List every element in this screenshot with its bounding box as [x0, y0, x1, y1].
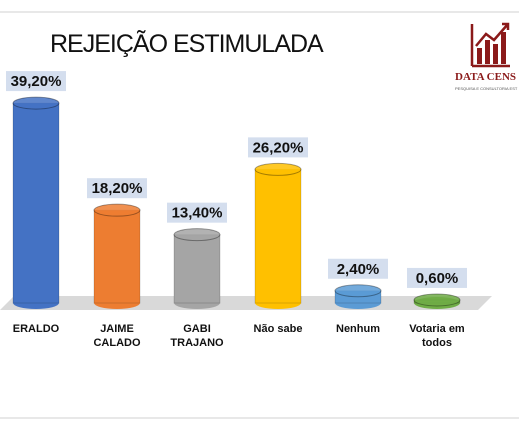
- value-label-box: [407, 267, 467, 288]
- x-tick-label: Não sabe: [253, 323, 303, 335]
- x-tick-label: Nenhum: [336, 323, 380, 335]
- logo-name: DATA CENS: [455, 71, 516, 83]
- value-label: 26,20%: [253, 139, 304, 156]
- bar: [93, 209, 141, 304]
- logo-tagline: PESQUISA E CONSULTORIA EST: [455, 86, 518, 91]
- chart-title: REJEIÇÃO ESTIMULADA: [50, 29, 324, 58]
- bar: [254, 168, 302, 304]
- value-label-box: [248, 137, 308, 158]
- bar-top: [12, 96, 60, 110]
- bar: [173, 234, 221, 304]
- bar-top: [254, 162, 302, 176]
- bar-top: [413, 293, 461, 307]
- value-label-box: [6, 71, 66, 92]
- value-label-box: [87, 178, 147, 199]
- x-tick-label: GABI TRAJANO: [170, 323, 224, 349]
- x-tick-label: ERALDO: [12, 323, 60, 335]
- logo-icon: [470, 22, 510, 68]
- x-tick-label: Votaria em todos: [409, 323, 465, 349]
- bar-top: [93, 203, 141, 217]
- bar-top: [334, 284, 382, 298]
- value-label: 39,20%: [11, 73, 62, 90]
- value-label: 0,60%: [416, 270, 459, 287]
- bar: [12, 102, 60, 304]
- value-label: 13,40%: [172, 205, 223, 222]
- x-tick-label: JAIME CALADO: [93, 323, 141, 349]
- value-label: 18,20%: [92, 180, 143, 197]
- value-label: 2,40%: [337, 261, 380, 278]
- bar-top: [173, 228, 221, 242]
- value-label-box: [328, 258, 388, 279]
- value-label-box: [167, 202, 227, 223]
